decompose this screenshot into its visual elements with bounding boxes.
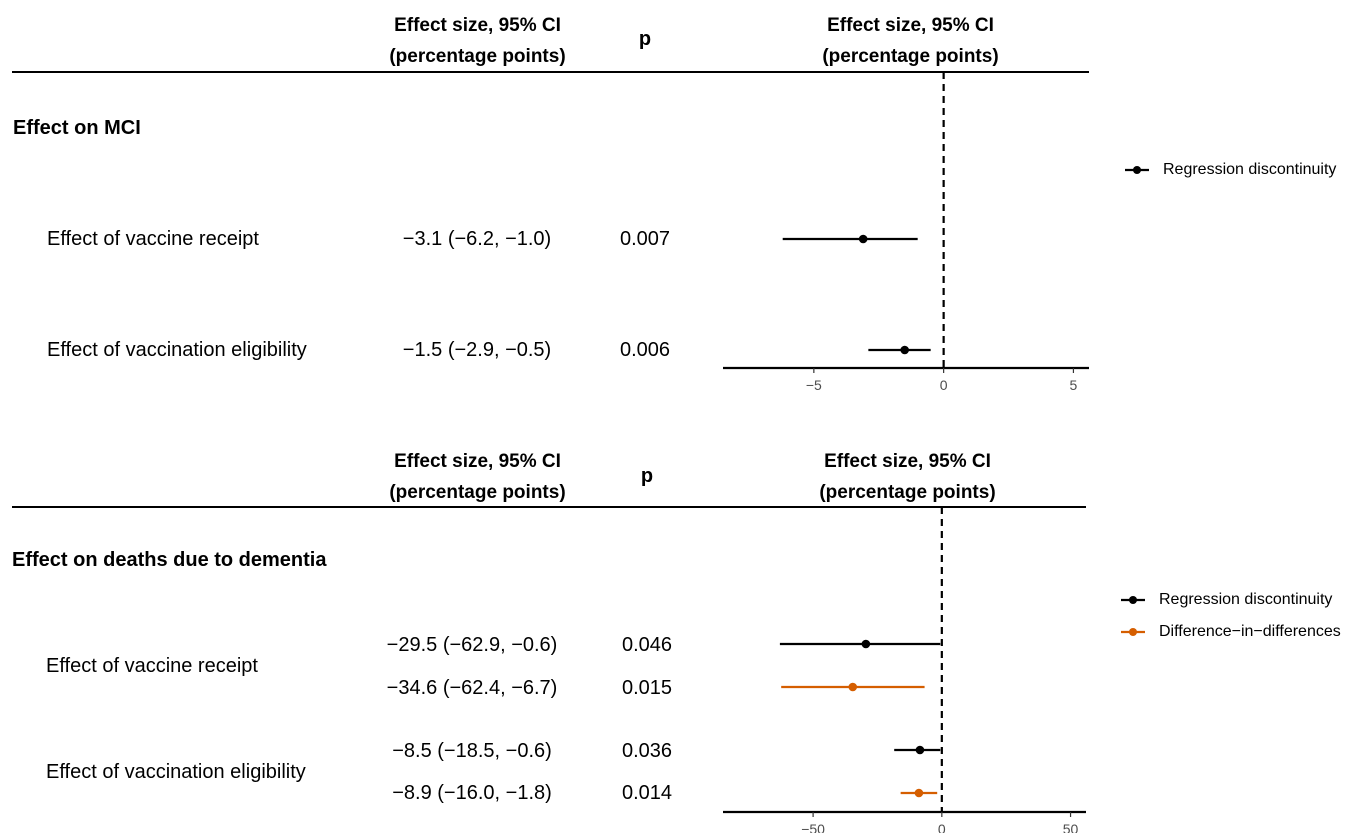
effect-estimate: −8.5 (−18.5, −0.6) bbox=[392, 740, 552, 762]
point-regression-discontinuity bbox=[915, 745, 925, 755]
p-value: 0.014 bbox=[621, 782, 673, 804]
effect-estimate: −3.1 (−6.2, −1.0) bbox=[402, 228, 552, 250]
plot-header-line2: (percentage points) bbox=[819, 482, 996, 503]
section-title: Effect on deaths due to dementia bbox=[12, 549, 327, 571]
effect-size-header-line1: Effect size, 95% CI bbox=[394, 451, 561, 472]
legend-item: Regression discontinuity bbox=[1122, 158, 1336, 182]
p-value: 0.006 bbox=[619, 339, 671, 361]
effect-size-header-line1: Effect size, 95% CI bbox=[394, 15, 561, 36]
legend-item: Difference−in−differences bbox=[1118, 616, 1341, 648]
p-value: 0.007 bbox=[619, 228, 671, 250]
point-difference-in-differences bbox=[848, 682, 858, 692]
effect-size-header-line2: (percentage points) bbox=[389, 482, 566, 503]
p-value-header: p bbox=[640, 465, 654, 487]
legend-label: Regression discontinuity bbox=[1159, 591, 1333, 608]
section-title: Effect on MCI bbox=[13, 117, 141, 139]
forest-plot-mci: −5 0 5 bbox=[723, 72, 1089, 393]
x-tick-label: 50 bbox=[1063, 821, 1079, 833]
legend-key-regression-discontinuity bbox=[1121, 596, 1145, 604]
legend-label: Difference−in−differences bbox=[1159, 623, 1341, 640]
effect-estimate: −34.6 (−62.4, −6.7) bbox=[386, 677, 558, 699]
p-value: 0.046 bbox=[621, 634, 673, 656]
x-tick-label: −50 bbox=[801, 821, 825, 833]
header-rule bbox=[12, 506, 1086, 508]
x-tick-label: 5 bbox=[1070, 377, 1078, 393]
legend-label: Regression discontinuity bbox=[1163, 161, 1337, 178]
plot-header: Effect size, 95% CI (percentage points) bbox=[803, 10, 1018, 72]
point-difference-in-differences bbox=[914, 788, 924, 798]
point-regression-discontinuity bbox=[900, 345, 910, 355]
effect-size-header: Effect size, 95% CI (percentage points) bbox=[370, 10, 585, 72]
x-tick-label: 0 bbox=[940, 377, 948, 393]
legend-key-difference-in-differences bbox=[1121, 628, 1145, 636]
point-regression-discontinuity bbox=[858, 234, 868, 244]
header-rule bbox=[12, 71, 1089, 73]
effect-size-header-line2: (percentage points) bbox=[389, 46, 566, 67]
row-label-vaccine-receipt: Effect of vaccine receipt bbox=[46, 655, 258, 677]
legend-item: Regression discontinuity bbox=[1118, 584, 1341, 616]
p-value: 0.036 bbox=[621, 740, 673, 762]
effect-estimate: −8.9 (−16.0, −1.8) bbox=[392, 782, 552, 804]
forest-plot-deaths: −50 0 50 bbox=[723, 507, 1086, 833]
effect-size-header: Effect size, 95% CI (percentage points) bbox=[370, 446, 585, 508]
plot-header-line1: Effect size, 95% CI bbox=[827, 15, 994, 36]
x-tick-label: −5 bbox=[806, 377, 822, 393]
legend-key-regression-discontinuity bbox=[1125, 166, 1149, 174]
row-label-vaccination-eligibility: Effect of vaccination eligibility bbox=[47, 339, 307, 361]
plot-header: Effect size, 95% CI (percentage points) bbox=[800, 446, 1015, 508]
row-label-vaccine-receipt: Effect of vaccine receipt bbox=[47, 228, 259, 250]
plot-header-line2: (percentage points) bbox=[822, 46, 999, 67]
legend-deaths: Regression discontinuity Difference−in−d… bbox=[1118, 584, 1341, 648]
legend-mci: Regression discontinuity bbox=[1122, 158, 1336, 182]
p-value-header: p bbox=[638, 28, 652, 50]
row-label-vaccination-eligibility: Effect of vaccination eligibility bbox=[46, 761, 306, 783]
effect-estimate: −29.5 (−62.9, −0.6) bbox=[386, 634, 558, 656]
p-value: 0.015 bbox=[621, 677, 673, 699]
plot-header-line1: Effect size, 95% CI bbox=[824, 451, 991, 472]
point-regression-discontinuity bbox=[861, 639, 871, 649]
x-tick-label: 0 bbox=[938, 821, 946, 833]
effect-estimate: −1.5 (−2.9, −0.5) bbox=[402, 339, 552, 361]
